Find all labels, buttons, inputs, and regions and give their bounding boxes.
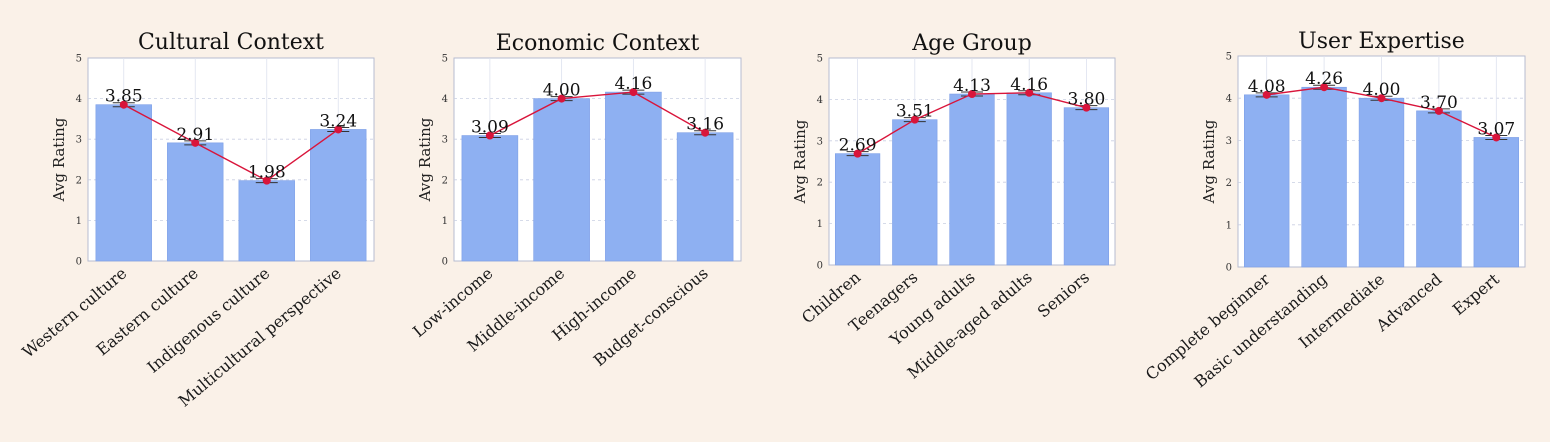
x-tick-label: Expert [1449,269,1503,319]
y-tick-label: 4 [1226,94,1232,105]
bar [676,132,734,262]
x-tick-label: Seniors [1034,268,1093,322]
value-label: 2.91 [176,125,214,145]
y-tick-label: 1 [1226,220,1232,231]
bar [1006,92,1052,266]
trend-point [1082,103,1091,112]
y-tick-label: 2 [76,175,82,186]
y-axis-label: Avg Rating [791,119,809,204]
value-label: 3.24 [319,111,357,131]
bar [533,98,590,262]
bar [1244,94,1290,268]
y-axis-label: Avg Rating [1200,119,1218,204]
y-tick-label: 5 [442,54,448,65]
y-tick-label: 2 [817,178,823,189]
bar [1358,97,1405,268]
trend-line [123,104,339,182]
y-tick-label: 1 [817,219,823,230]
trend-point [119,100,128,109]
y-tick-label: 3 [76,135,82,146]
y-tick-label: 0 [817,261,823,272]
trend-point [1320,83,1329,92]
y-tick-label: 0 [442,257,448,268]
bar [310,129,367,262]
trend-point [701,128,710,137]
x-tick-label: Indigenous culture [144,264,274,377]
trend-point [853,149,862,158]
trend-point [485,131,494,140]
chart-title: User Expertise [1298,29,1465,54]
trend-point [1492,133,1501,142]
trend-point [1377,94,1386,103]
bar [834,153,881,266]
chart-title: Age Group [911,31,1032,56]
value-label: 4.16 [614,74,652,94]
trend-point [262,176,271,185]
trend-point [334,125,343,134]
bar [167,142,224,262]
value-label: 3.70 [1420,93,1458,113]
trend-point [1025,88,1034,97]
bar [949,93,995,266]
trend-point [1434,106,1443,115]
trend-point [910,115,919,124]
value-label: 4.00 [1363,80,1401,100]
value-label: 3.07 [1477,119,1515,139]
bar [1473,137,1519,268]
value-label: 4.16 [1010,75,1048,95]
value-label: 4.26 [1305,69,1343,89]
trend-line [489,91,706,137]
value-label: 1.98 [248,163,286,183]
y-tick-label: 3 [1226,136,1232,147]
y-tick-label: 1 [76,216,82,227]
y-tick-label: 4 [76,94,82,105]
y-tick-label: 5 [76,54,82,65]
value-label: 4.13 [953,76,991,96]
bar [95,104,152,262]
trend-point [629,88,638,97]
y-tick-label: 1 [442,216,448,227]
y-tick-label: 5 [817,54,823,65]
trend-point [557,94,566,103]
y-tick-label: 5 [1226,52,1232,63]
y-tick-label: 0 [76,257,82,268]
bar [1301,86,1347,268]
bar [1063,107,1110,266]
value-label: 4.08 [1248,77,1286,97]
bar [1416,110,1462,268]
y-tick-label: 4 [442,94,448,105]
value-label: 3.85 [105,87,143,107]
value-label: 3.80 [1067,90,1105,110]
y-tick-label: 4 [817,95,823,106]
value-label: 3.09 [471,118,509,138]
value-label: 2.69 [839,136,877,156]
bar [461,135,519,262]
y-axis-label: Avg Rating [50,117,68,202]
y-tick-label: 3 [442,135,448,146]
y-tick-label: 2 [1226,178,1232,189]
chart-title: Cultural Context [138,30,324,55]
chart-title: Economic Context [496,31,700,56]
y-axis-label: Avg Rating [416,117,434,202]
y-tick-label: 3 [817,136,823,147]
value-label: 4.00 [543,81,581,101]
y-tick-label: 0 [1226,263,1232,274]
trend-point [191,138,200,147]
y-tick-label: 2 [442,175,448,186]
bar [605,91,662,262]
trend-point [968,90,976,99]
trend-point [1262,90,1271,99]
bar [892,119,938,266]
value-label: 3.16 [686,115,724,135]
value-label: 3.51 [896,102,934,122]
bar [238,180,295,262]
